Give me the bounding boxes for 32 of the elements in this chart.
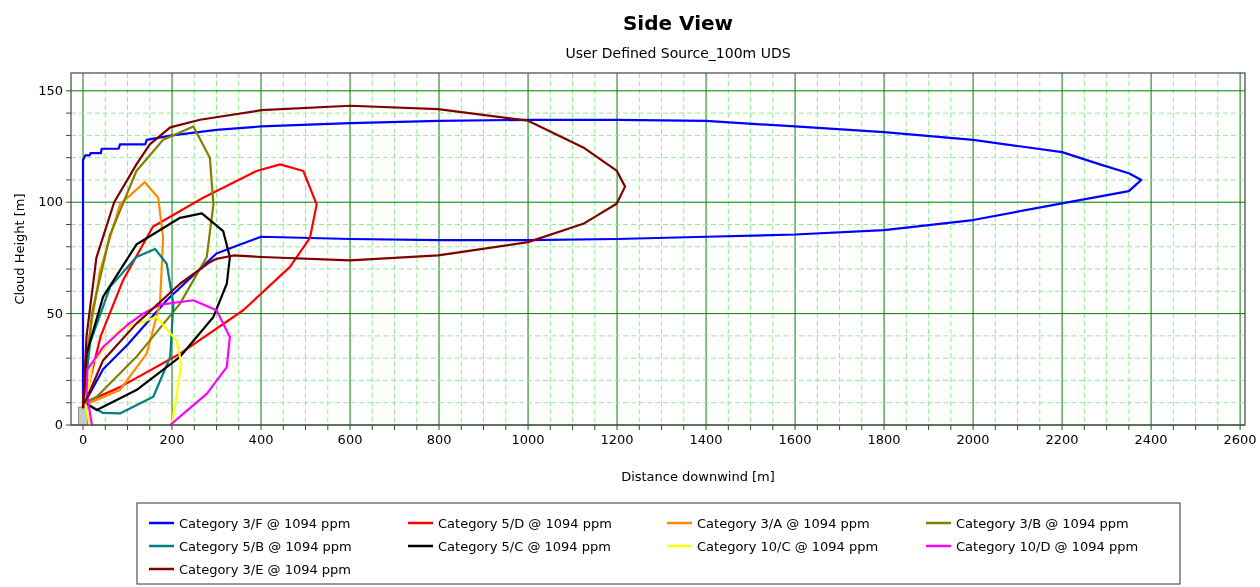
line-series (85, 299, 231, 427)
legend-label: Category 10/D @ 1094 ppm (956, 539, 1139, 554)
x-tick-label: 2400 (1134, 432, 1168, 447)
y-tick-label: 150 (38, 82, 63, 98)
y-axis-title: Cloud Height [m] (12, 193, 27, 305)
legend-label: Category 3/F @ 1094 ppm (179, 516, 351, 531)
y-tick-label: 100 (38, 194, 63, 210)
x-tick-label: 200 (159, 432, 185, 447)
legend-label: Category 3/B @ 1094 ppm (956, 516, 1129, 531)
x-tick-label: 400 (248, 432, 274, 447)
x-tick-label: 2600 (1223, 432, 1257, 447)
legend-label: Category 5/B @ 1094 ppm (179, 539, 352, 554)
x-tick-label: 1200 (600, 432, 634, 447)
y-tick-label: 50 (46, 305, 63, 321)
legend-label: Category 3/E @ 1094 ppm (179, 562, 352, 577)
x-tick-label: 2200 (1045, 432, 1079, 447)
x-tick-label: 800 (426, 432, 452, 447)
x-tick-label: 2000 (956, 432, 990, 447)
x-tick-label: 1600 (778, 432, 812, 447)
x-tick-label: 0 (78, 432, 88, 447)
legend-label: Category 5/C @ 1094 ppm (438, 539, 611, 554)
legend-label: Category 10/C @ 1094 ppm (697, 539, 879, 554)
x-axis-title: Distance downwind [m] (621, 469, 775, 484)
x-tick-label: 1800 (867, 432, 901, 447)
chart-subtitle: User Defined Source_100m UDS (565, 45, 791, 61)
x-tick-label: 1000 (511, 432, 545, 447)
x-tick-label: 600 (337, 432, 363, 447)
legend-label: Category 3/A @ 1094 ppm (697, 516, 870, 531)
legend-label: Category 5/D @ 1094 ppm (438, 516, 612, 531)
chart-title: Side View (622, 11, 734, 35)
y-tick-label: 0 (54, 417, 63, 432)
x-tick-label: 1400 (689, 432, 723, 447)
